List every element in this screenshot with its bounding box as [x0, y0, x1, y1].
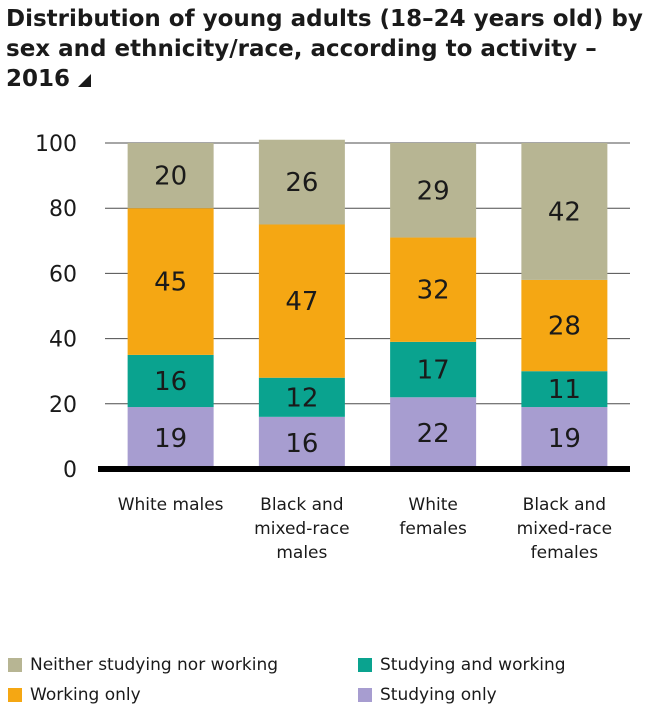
bar-segment	[390, 143, 477, 238]
triangle-marker-icon	[78, 74, 92, 87]
x-tick-label: Black and	[260, 495, 343, 515]
legend-label-studying-only: Studying only	[380, 685, 497, 705]
legend-label-neither: Neither studying nor working	[30, 655, 279, 675]
x-tick-label: females	[531, 543, 599, 563]
legend-swatch-neither	[8, 658, 22, 672]
y-tick-label: 40	[49, 328, 77, 353]
bar-segment	[390, 397, 477, 469]
bar-segment	[521, 407, 608, 469]
x-tick-label: males	[276, 543, 327, 563]
legend-item-neither: Neither studying nor working	[8, 655, 278, 675]
y-tick-label: 0	[63, 458, 77, 483]
x-tick-label: White males	[118, 495, 224, 515]
x-tick-label: mixed-race	[254, 519, 349, 539]
bar-segment	[127, 208, 214, 355]
y-tick-label: 60	[49, 262, 77, 287]
data-label: 22	[417, 419, 450, 449]
chart-title-text: Distribution of young adults (18–24 year…	[6, 6, 643, 92]
data-label: 47	[285, 287, 318, 317]
bar-segment	[258, 416, 345, 469]
bar-segment	[127, 407, 214, 469]
bar-segment	[258, 224, 345, 378]
data-label: 11	[548, 375, 581, 405]
data-label: 16	[285, 429, 318, 459]
data-label: 29	[417, 176, 450, 206]
legend-swatch-studying-and-working	[358, 658, 372, 672]
legend-item-studying-and-working: Studying and working	[358, 655, 566, 675]
bar-segment	[258, 377, 345, 417]
data-label: 28	[548, 312, 581, 342]
y-tick-label: 80	[49, 197, 77, 222]
x-tick-label: White	[408, 495, 457, 515]
data-label: 26	[285, 168, 318, 198]
y-tick-label: 20	[49, 393, 77, 418]
bar-segment	[390, 341, 477, 398]
bar-segment	[521, 371, 608, 408]
x-tick-label: mixed-race	[517, 519, 612, 539]
x-tick-label: females	[399, 519, 467, 539]
data-label: 17	[417, 356, 450, 386]
data-label: 16	[154, 367, 187, 397]
data-label: 45	[154, 268, 187, 298]
legend-label-studying-and-working: Studying and working	[380, 655, 566, 675]
legend-swatch-studying-only	[358, 688, 372, 702]
legend-item-working-only: Working only	[8, 685, 141, 705]
bar-segment	[258, 139, 345, 225]
stacked-bar-chart: 0 20 40 60 80 100 19 16 45 20 White males 16 12 47 26 B…	[35, 132, 630, 563]
x-tick-label: Black and	[523, 495, 606, 515]
legend-swatch-working-only	[8, 688, 22, 702]
data-label: 12	[285, 383, 318, 413]
data-label: 32	[417, 276, 450, 306]
bar-segment	[127, 354, 214, 408]
bar-segment	[521, 279, 608, 372]
y-tick-label: 100	[35, 132, 77, 157]
bar-segment	[127, 143, 214, 209]
data-label: 20	[154, 162, 187, 192]
data-label: 19	[154, 424, 187, 454]
data-label: 19	[548, 424, 581, 454]
bar-segment	[521, 143, 608, 280]
legend-label-working-only: Working only	[30, 685, 141, 705]
legend-item-studying-only: Studying only	[358, 685, 497, 705]
bar-segment	[390, 237, 477, 342]
data-label: 42	[548, 197, 581, 227]
chart-title: Distribution of young adults (18–24 year…	[6, 4, 666, 94]
